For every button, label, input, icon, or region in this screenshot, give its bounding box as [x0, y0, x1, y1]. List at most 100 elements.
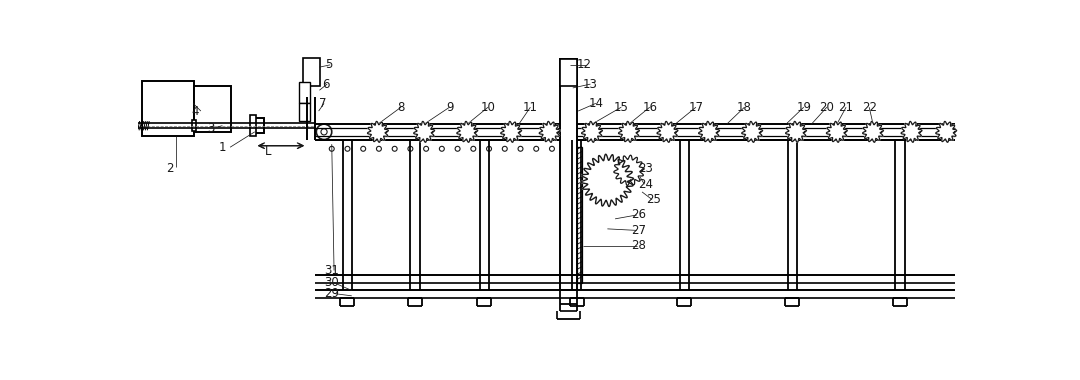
Polygon shape [699, 121, 719, 142]
Bar [303, 58, 320, 86]
Bar [559, 59, 577, 86]
Circle shape [487, 146, 491, 151]
Circle shape [377, 130, 379, 133]
Text: 16: 16 [643, 101, 658, 114]
Text: 28: 28 [631, 239, 646, 252]
Circle shape [907, 127, 916, 137]
Polygon shape [581, 121, 603, 142]
Circle shape [623, 164, 635, 176]
Text: 9: 9 [446, 101, 454, 114]
Text: 30: 30 [324, 276, 339, 289]
Circle shape [440, 146, 444, 151]
Circle shape [549, 130, 551, 133]
Circle shape [534, 146, 539, 151]
Text: 27: 27 [631, 224, 646, 237]
Text: 18: 18 [737, 101, 752, 114]
Text: 1: 1 [218, 141, 226, 154]
Text: 21: 21 [838, 101, 853, 114]
Circle shape [361, 146, 366, 151]
Circle shape [707, 130, 711, 133]
Circle shape [377, 146, 381, 151]
Bar [577, 147, 582, 283]
Circle shape [374, 127, 382, 137]
Text: 24: 24 [638, 178, 653, 191]
Text: 17: 17 [688, 101, 703, 114]
Circle shape [518, 146, 523, 151]
Text: 3: 3 [207, 122, 215, 135]
Circle shape [627, 169, 631, 172]
Polygon shape [581, 154, 634, 206]
Circle shape [408, 146, 413, 151]
Bar [191, 120, 197, 131]
Text: 4: 4 [191, 105, 199, 117]
Polygon shape [414, 121, 434, 142]
Polygon shape [501, 121, 522, 142]
Circle shape [663, 127, 672, 137]
Polygon shape [826, 121, 848, 142]
Circle shape [588, 127, 597, 137]
Circle shape [627, 130, 631, 133]
Polygon shape [367, 121, 389, 142]
Circle shape [423, 146, 429, 151]
Text: 19: 19 [796, 101, 811, 114]
Text: 8: 8 [397, 101, 405, 114]
Text: 6: 6 [322, 78, 329, 90]
Circle shape [465, 130, 469, 133]
Text: 13: 13 [583, 78, 598, 90]
Text: 20: 20 [820, 101, 834, 114]
Bar [141, 81, 194, 136]
Circle shape [624, 127, 634, 137]
Circle shape [422, 130, 426, 133]
Polygon shape [457, 121, 477, 142]
Circle shape [471, 146, 476, 151]
Bar [299, 82, 310, 103]
Circle shape [507, 127, 516, 137]
Circle shape [551, 128, 559, 136]
Circle shape [795, 130, 797, 133]
Text: 23: 23 [638, 162, 653, 175]
Bar [255, 118, 264, 133]
Bar [299, 103, 310, 121]
Circle shape [832, 127, 841, 137]
Text: 25: 25 [646, 193, 661, 206]
Circle shape [747, 127, 757, 137]
Polygon shape [901, 121, 922, 142]
Circle shape [597, 170, 618, 190]
Text: 12: 12 [577, 59, 592, 71]
Text: 2: 2 [166, 162, 174, 175]
Polygon shape [863, 121, 883, 142]
Polygon shape [935, 121, 957, 142]
Circle shape [945, 130, 947, 133]
Circle shape [419, 127, 429, 137]
Circle shape [836, 130, 838, 133]
Circle shape [872, 130, 875, 133]
Text: 15: 15 [613, 101, 629, 114]
Circle shape [550, 146, 554, 151]
Circle shape [666, 130, 669, 133]
Circle shape [910, 130, 913, 133]
Circle shape [553, 130, 556, 133]
Text: 22: 22 [862, 101, 877, 114]
Text: 14: 14 [589, 97, 604, 110]
Circle shape [462, 127, 472, 137]
Circle shape [392, 146, 397, 151]
Polygon shape [619, 121, 639, 142]
Circle shape [502, 146, 508, 151]
Polygon shape [539, 121, 561, 142]
Polygon shape [657, 121, 678, 142]
Circle shape [751, 130, 754, 133]
Circle shape [704, 127, 714, 137]
Circle shape [329, 146, 334, 151]
Circle shape [591, 130, 593, 133]
Polygon shape [785, 121, 807, 142]
Circle shape [605, 178, 610, 183]
Text: 31: 31 [324, 264, 339, 277]
Circle shape [455, 146, 460, 151]
Circle shape [942, 127, 951, 137]
Text: L: L [266, 146, 272, 158]
Bar [559, 59, 577, 290]
Text: 5: 5 [325, 59, 333, 71]
Text: 26: 26 [631, 209, 646, 222]
Polygon shape [742, 121, 762, 142]
Circle shape [792, 127, 801, 137]
